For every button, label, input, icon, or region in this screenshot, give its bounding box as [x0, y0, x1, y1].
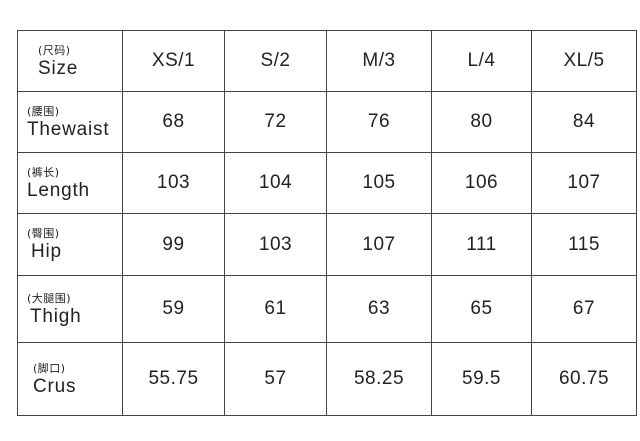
size-header: XS/1 [122, 30, 225, 92]
table-row: (大腿围) Thigh 59 61 63 65 67 [17, 275, 637, 343]
label-en: Crus [33, 375, 77, 397]
value-cell: 72 [224, 91, 327, 153]
row-label-cell: (裤长) Length [17, 152, 123, 214]
header-label-cell: (尺码) Size [17, 30, 123, 92]
label-en: Size [38, 57, 79, 79]
value-cell: 104 [224, 152, 327, 214]
value-cell: 65 [431, 275, 532, 343]
label-cn: (脚口) [33, 361, 66, 375]
label-cn: (大腿围) [27, 291, 72, 305]
table-row: (腰围) Thewaist 68 72 76 80 84 [17, 91, 637, 153]
value-cell: 58.25 [326, 342, 432, 416]
value-cell: 67 [531, 275, 637, 343]
row-label-cell: (大腿围) Thigh [17, 275, 123, 343]
table-row: (臀围) Hip 99 103 107 111 115 [17, 213, 637, 276]
value-cell: 106 [431, 152, 532, 214]
value-cell: 99 [122, 213, 225, 276]
label-cn: (臀围) [27, 227, 60, 240]
value-cell: 107 [326, 213, 432, 276]
value-cell: 84 [531, 91, 637, 153]
size-header: L/4 [431, 30, 532, 92]
table-row: (脚口) Crus 55.75 57 58.25 59.5 60.75 [17, 342, 637, 416]
value-cell: 76 [326, 91, 432, 153]
value-cell: 80 [431, 91, 532, 153]
row-label-cell: (腰围) Thewaist [17, 91, 123, 153]
value-cell: 115 [531, 213, 637, 276]
row-label-cell: (脚口) Crus [17, 342, 123, 416]
label-en: Thewaist [27, 118, 110, 140]
label-en: Length [27, 179, 90, 201]
label-cn: (裤长) [27, 165, 60, 179]
value-cell: 55.75 [122, 342, 225, 416]
value-cell: 59 [122, 275, 225, 343]
value-cell: 61 [224, 275, 327, 343]
label-en: Thigh [30, 305, 82, 327]
value-cell: 57 [224, 342, 327, 416]
table-row: (裤长) Length 103 104 105 106 107 [17, 152, 637, 214]
value-cell: 59.5 [431, 342, 532, 416]
value-cell: 107 [531, 152, 637, 214]
size-header: M/3 [326, 30, 432, 92]
size-header: S/2 [224, 30, 327, 92]
size-header: XL/5 [531, 30, 637, 92]
header-row: (尺码) Size XS/1 S/2 M/3 L/4 XL/5 [17, 30, 637, 92]
label-cn: (腰围) [27, 104, 60, 118]
size-chart-table: (尺码) Size XS/1 S/2 M/3 L/4 XL/5 (腰围) The… [17, 30, 637, 416]
label-en: Hip [31, 241, 62, 262]
value-cell: 60.75 [531, 342, 637, 416]
value-cell: 103 [224, 213, 327, 276]
value-cell: 63 [326, 275, 432, 343]
value-cell: 103 [122, 152, 225, 214]
value-cell: 68 [122, 91, 225, 153]
label-cn: (尺码) [38, 43, 71, 57]
row-label-cell: (臀围) Hip [17, 213, 123, 276]
value-cell: 111 [431, 213, 532, 276]
value-cell: 105 [326, 152, 432, 214]
